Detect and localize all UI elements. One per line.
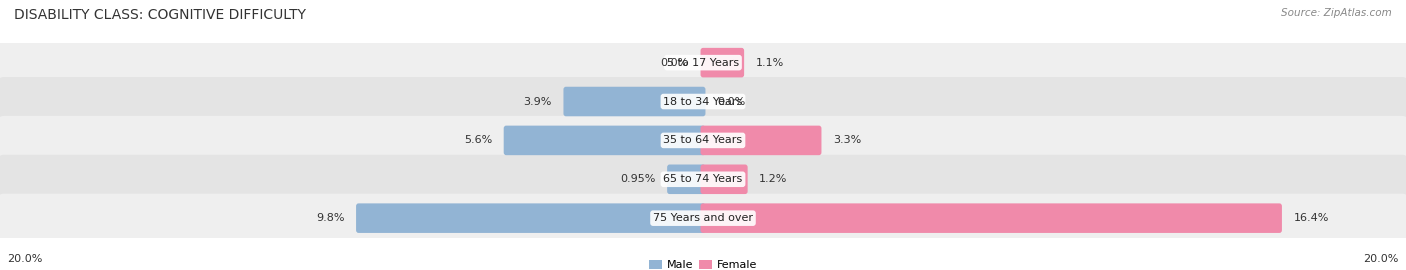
FancyBboxPatch shape bbox=[564, 87, 706, 116]
Text: DISABILITY CLASS: COGNITIVE DIFFICULTY: DISABILITY CLASS: COGNITIVE DIFFICULTY bbox=[14, 8, 307, 22]
Text: 20.0%: 20.0% bbox=[1364, 254, 1399, 264]
FancyBboxPatch shape bbox=[700, 203, 1282, 233]
Text: 5.6%: 5.6% bbox=[464, 135, 492, 146]
Text: 35 to 64 Years: 35 to 64 Years bbox=[664, 135, 742, 146]
FancyBboxPatch shape bbox=[0, 38, 1406, 87]
FancyBboxPatch shape bbox=[0, 155, 1406, 204]
FancyBboxPatch shape bbox=[356, 203, 706, 233]
Text: 75 Years and over: 75 Years and over bbox=[652, 213, 754, 223]
Text: 3.9%: 3.9% bbox=[523, 96, 551, 107]
Text: 0.0%: 0.0% bbox=[661, 58, 689, 68]
FancyBboxPatch shape bbox=[0, 77, 1406, 126]
Text: 3.3%: 3.3% bbox=[832, 135, 862, 146]
Text: 0.0%: 0.0% bbox=[717, 96, 745, 107]
Text: 20.0%: 20.0% bbox=[7, 254, 42, 264]
Text: 18 to 34 Years: 18 to 34 Years bbox=[664, 96, 742, 107]
FancyBboxPatch shape bbox=[700, 126, 821, 155]
Text: 1.2%: 1.2% bbox=[759, 174, 787, 184]
FancyBboxPatch shape bbox=[0, 116, 1406, 165]
Text: 65 to 74 Years: 65 to 74 Years bbox=[664, 174, 742, 184]
FancyBboxPatch shape bbox=[700, 48, 744, 77]
Legend: Male, Female: Male, Female bbox=[644, 255, 762, 270]
FancyBboxPatch shape bbox=[503, 126, 706, 155]
Text: Source: ZipAtlas.com: Source: ZipAtlas.com bbox=[1281, 8, 1392, 18]
FancyBboxPatch shape bbox=[700, 164, 748, 194]
FancyBboxPatch shape bbox=[0, 194, 1406, 243]
Text: 9.8%: 9.8% bbox=[316, 213, 344, 223]
Text: 1.1%: 1.1% bbox=[756, 58, 785, 68]
Text: 5 to 17 Years: 5 to 17 Years bbox=[666, 58, 740, 68]
FancyBboxPatch shape bbox=[668, 164, 706, 194]
Text: 0.95%: 0.95% bbox=[620, 174, 655, 184]
Text: 16.4%: 16.4% bbox=[1294, 213, 1329, 223]
